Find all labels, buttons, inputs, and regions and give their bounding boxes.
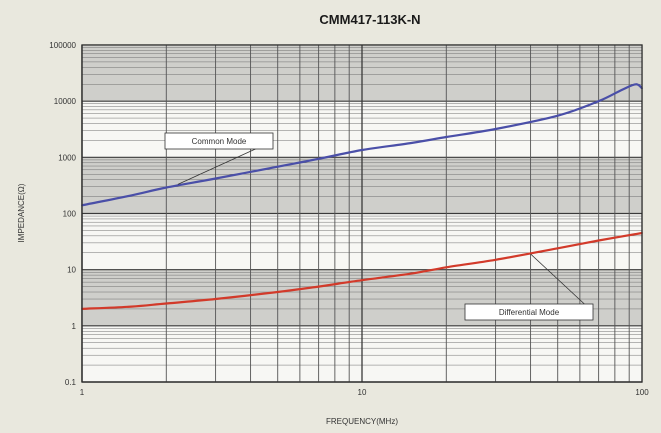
y-tick-label: 1000	[58, 153, 76, 162]
common-mode-point	[410, 142, 413, 144]
differential-mode-point	[361, 279, 363, 282]
common-mode-point	[597, 100, 600, 103]
series-layer	[81, 83, 643, 310]
common-mode-point	[317, 157, 320, 160]
common-mode-point	[361, 149, 363, 151]
common-mode-point	[130, 194, 133, 197]
plot-frame	[81, 44, 643, 383]
differential-mode-point	[410, 272, 413, 275]
chart-title: CMM417-113K-N	[319, 12, 420, 27]
y-tick-label: 0.1	[65, 378, 77, 387]
differential-mode-annotation-leader	[530, 253, 594, 313]
common-mode-annotation-label: Common Mode	[192, 137, 247, 146]
differential-mode-point	[165, 302, 168, 305]
differential-mode-annotation-box	[464, 303, 594, 321]
y-axis-label: IMPEDANCE(Ω)	[17, 183, 26, 242]
y-tick-label: 10000	[54, 97, 77, 106]
differential-mode-point	[130, 305, 133, 308]
common-mode-point	[556, 114, 559, 117]
differential-mode-point	[214, 298, 217, 300]
y-tick-label: 1	[72, 322, 77, 331]
common-mode-point	[621, 88, 624, 91]
series-annotations: Common Mode Differential Mode	[164, 132, 594, 321]
common-mode-annotation-box	[164, 132, 274, 150]
y-tick-label: 100	[63, 210, 77, 219]
differential-mode-point	[556, 247, 559, 250]
y-tick-label: 100000	[49, 41, 76, 50]
grid-lines	[81, 45, 642, 383]
differential-mode-point	[445, 266, 448, 269]
differential-mode-point	[317, 285, 320, 288]
common-mode-point	[445, 136, 448, 138]
differential-mode-point	[494, 258, 497, 261]
common-mode-point	[214, 177, 217, 180]
differential-mode-point	[276, 291, 279, 293]
y-tick-label: 10	[67, 266, 76, 275]
x-axis-label: FREQUENCY(MHz)	[326, 417, 398, 426]
common-mode-point	[634, 83, 637, 86]
common-mode-point	[165, 186, 168, 189]
x-tick-label: 100	[635, 388, 649, 397]
differential-mode-point	[597, 239, 600, 242]
common-mode-point	[276, 165, 279, 168]
x-tick-label: 10	[358, 388, 367, 397]
differential-mode-annotation-label: Differential Mode	[499, 308, 560, 317]
x-tick-label: 1	[80, 388, 85, 397]
common-mode-point	[494, 128, 497, 130]
